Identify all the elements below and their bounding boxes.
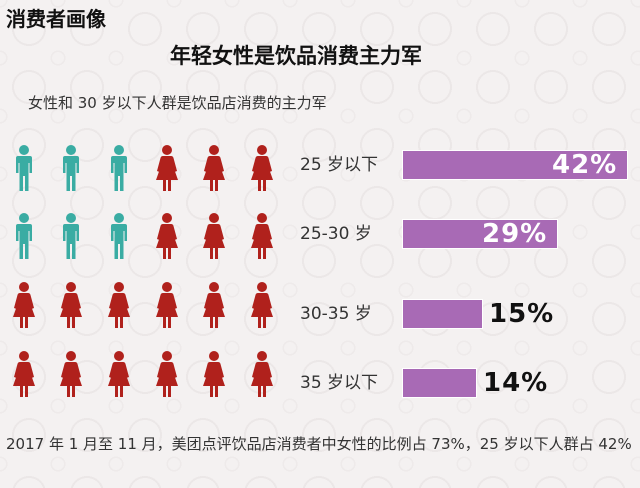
bar-value-label: 42% <box>552 150 618 180</box>
female-person-icon <box>156 145 178 191</box>
female-person-icon <box>203 145 225 191</box>
chart-title: 年轻女性是饮品消费主力军 <box>170 44 422 68</box>
female-person-icon <box>156 282 178 328</box>
female-person-icon <box>251 282 273 328</box>
bar <box>402 219 558 249</box>
male-person-icon <box>16 213 32 259</box>
female-person-icon <box>156 213 178 259</box>
female-person-icon <box>203 213 225 259</box>
chart-subtitle: 女性和 30 岁以下人群是饮品店消费的主力军 <box>28 94 327 112</box>
male-person-icon <box>63 213 79 259</box>
male-person-icon <box>63 145 79 191</box>
male-person-icon <box>111 145 127 191</box>
footnote: 2017 年 1 月至 11 月，美团点评饮品店消费者中女性的比例占 73%，2… <box>6 435 632 453</box>
female-person-icon <box>13 351 35 397</box>
category-label: 25 岁以下 <box>300 155 379 175</box>
female-person-icon <box>251 351 273 397</box>
male-person-icon <box>111 213 127 259</box>
bar-value-label: 15% <box>489 299 555 329</box>
female-person-icon <box>203 282 225 328</box>
female-person-icon <box>13 282 35 328</box>
category-label: 25-30 岁 <box>300 224 372 244</box>
bar-value-label: 29% <box>482 219 548 249</box>
female-person-icon <box>203 351 225 397</box>
female-person-icon <box>60 351 82 397</box>
category-label: 35 岁以下 <box>300 373 379 393</box>
bar-value-label: 14% <box>483 368 549 398</box>
female-person-icon <box>108 282 130 328</box>
female-person-icon <box>108 351 130 397</box>
bar <box>402 299 483 329</box>
category-label: 30-35 岁 <box>300 304 372 324</box>
female-person-icon <box>60 282 82 328</box>
bar <box>402 150 628 180</box>
male-person-icon <box>16 145 32 191</box>
page-label: 消费者画像 <box>6 7 106 31</box>
bar <box>402 368 477 398</box>
female-person-icon <box>251 145 273 191</box>
female-person-icon <box>251 213 273 259</box>
female-person-icon <box>156 351 178 397</box>
